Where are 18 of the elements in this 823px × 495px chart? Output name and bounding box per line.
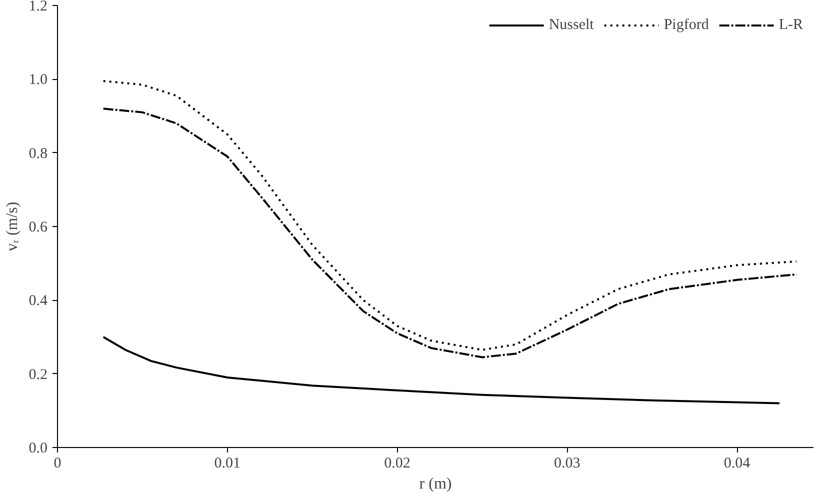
line-series	[102, 336, 781, 404]
legend-label: L-R	[778, 16, 803, 34]
x-tick-label: 0.02	[384, 456, 410, 472]
legend-label: Nusselt	[548, 16, 594, 34]
legend-label: Pigford	[664, 16, 709, 34]
y-tick-label: 1.2	[28, 0, 48, 14]
x-tick-label: 0.03	[554, 456, 580, 472]
y-tick-label: 0.0	[28, 440, 48, 456]
x-axis-title: r (m)	[419, 476, 452, 492]
y-tick-label: 0.6	[28, 220, 48, 236]
y-tick-label: 0.8	[28, 146, 48, 162]
y-tick-label: 0.4	[28, 293, 48, 310]
x-tick-label: 0	[54, 456, 62, 472]
y-axis-title: vᵣ (m/s)	[4, 202, 21, 252]
y-tick-label: 0.2	[28, 366, 48, 383]
x-tick-label: 0.04	[724, 456, 751, 472]
x-tick-label: 0.01	[214, 456, 241, 472]
y-tick-label: 1.0	[28, 72, 48, 88]
